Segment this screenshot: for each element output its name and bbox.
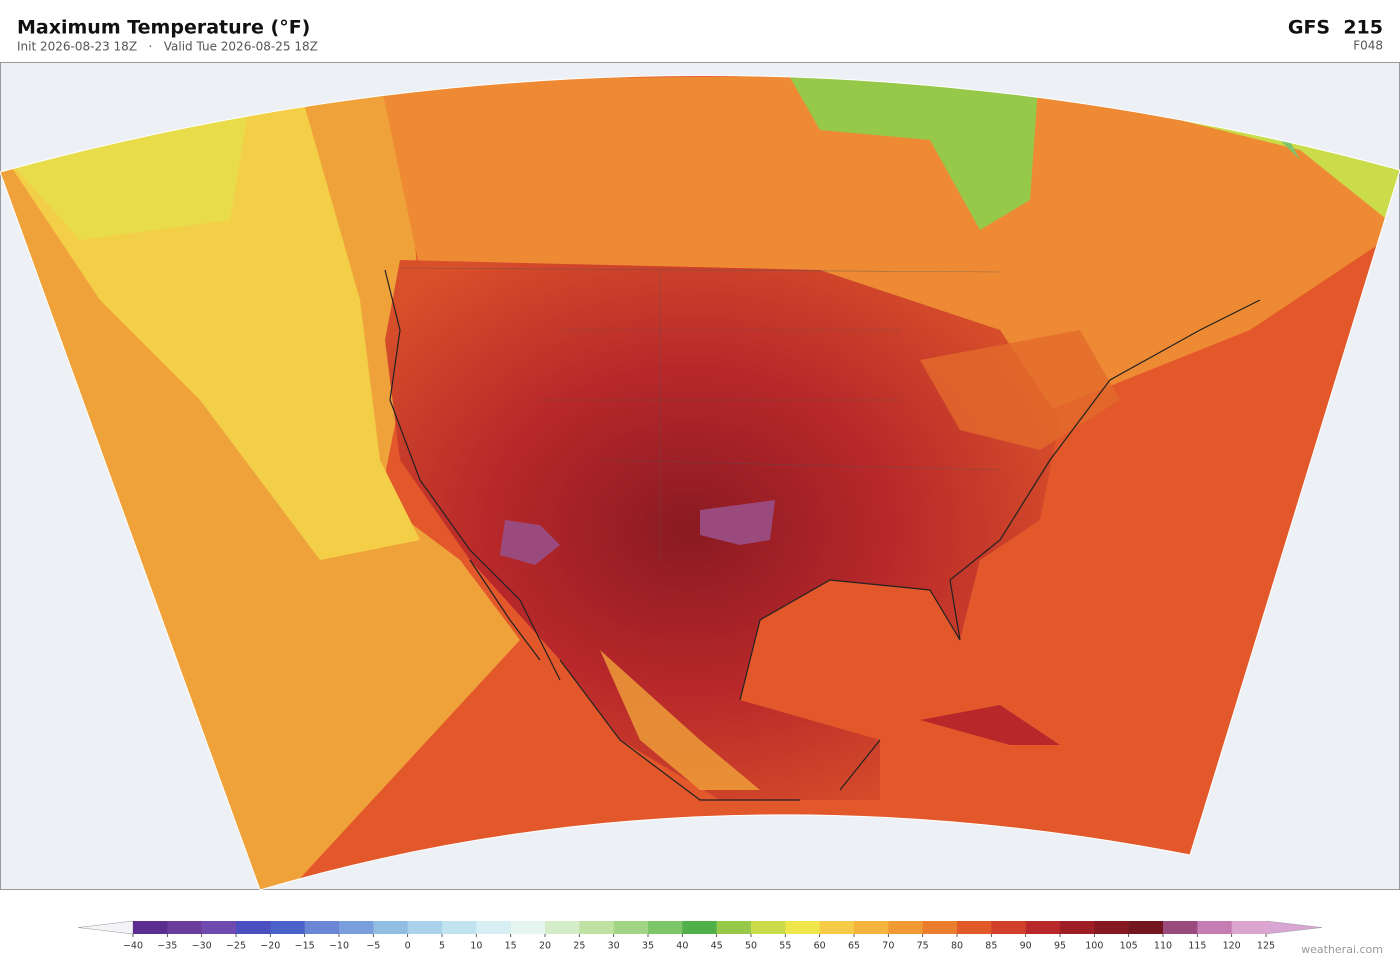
colorbar-under bbox=[77, 920, 134, 935]
colorbar-segment bbox=[442, 921, 477, 934]
colorbar-segment bbox=[922, 921, 958, 934]
colorbar-segment bbox=[751, 921, 786, 934]
colorbar-tick-label: 40 bbox=[676, 941, 688, 952]
colorbar-segment bbox=[1060, 921, 1095, 934]
colorbar-segment bbox=[304, 921, 340, 934]
colorbar-tick-label: 120 bbox=[1223, 941, 1241, 952]
colorbar-tick-label: −30 bbox=[192, 941, 212, 952]
colorbar-tick-label: 75 bbox=[917, 941, 929, 952]
title: Maximum Temperature (°F) bbox=[17, 17, 310, 39]
colorbar-segment bbox=[957, 921, 992, 934]
model: GFS 215 bbox=[1288, 17, 1383, 39]
colorbar-segment bbox=[579, 921, 615, 934]
colorbar-tick-label: 45 bbox=[711, 941, 723, 952]
colorbar-tick-label: 125 bbox=[1257, 941, 1275, 952]
colorbar-tick-label: −35 bbox=[157, 941, 177, 952]
colorbar-segment bbox=[133, 921, 168, 934]
colorbar-tick-label: 115 bbox=[1188, 941, 1206, 952]
colorbar-tick-label: 105 bbox=[1120, 941, 1138, 952]
colorbar-segment bbox=[236, 921, 271, 934]
colorbar-segment bbox=[373, 921, 409, 934]
colorbar-segment bbox=[1025, 921, 1061, 934]
colorbar-segment bbox=[339, 921, 374, 934]
colorbar-tick-label: −15 bbox=[295, 941, 315, 952]
colorbar-tick-label: 110 bbox=[1154, 941, 1172, 952]
colorbar-segment bbox=[991, 921, 1027, 934]
colorbar-tick-label: 90 bbox=[1020, 941, 1032, 952]
colorbar-segment bbox=[1231, 921, 1267, 934]
colorbar-tick-label: 5 bbox=[439, 941, 445, 952]
colorbar-tick-label: 70 bbox=[882, 941, 894, 952]
colorbar-tick-label: 0 bbox=[405, 941, 411, 952]
colorbar-tick-label: 95 bbox=[1054, 941, 1066, 952]
colorbar-tick-label: 55 bbox=[779, 941, 791, 952]
colorbar-tick-label: 80 bbox=[951, 941, 963, 952]
colorbar-segment bbox=[201, 921, 237, 934]
colorbar-segment bbox=[613, 921, 649, 934]
colorbar-segment bbox=[888, 921, 924, 934]
colorbar-segment bbox=[510, 921, 546, 934]
colorbar-segment bbox=[407, 921, 443, 934]
colorbar-tick-label: −20 bbox=[260, 941, 280, 952]
colorbar-tick-label: 35 bbox=[642, 941, 654, 952]
colorbar-segment bbox=[854, 921, 889, 934]
colorbar-segment bbox=[648, 921, 683, 934]
colorbar-segment bbox=[545, 921, 580, 934]
colorbar-segment bbox=[716, 921, 752, 934]
colorbar-tick-label: −25 bbox=[226, 941, 246, 952]
watermark: weatherai.com bbox=[1301, 943, 1383, 956]
colorbar-tick-label: 50 bbox=[745, 941, 757, 952]
forecast-hour: F048 bbox=[1353, 39, 1383, 53]
colorbar-segment bbox=[1163, 921, 1198, 934]
colorbar-tick-label: −40 bbox=[123, 941, 143, 952]
colorbar-tick-label: 100 bbox=[1085, 941, 1103, 952]
colorbar-segment bbox=[1128, 921, 1164, 934]
colorbar-segment bbox=[270, 921, 306, 934]
colorbar-segment bbox=[682, 921, 718, 934]
colorbar-tick-label: 25 bbox=[573, 941, 585, 952]
colorbar-tick-label: 10 bbox=[470, 941, 482, 952]
colorbar: −40 −35 −30 −25 −20 −15 −10 −5 0 5 10 15 20 25 30 35 40 4… bbox=[77, 920, 1323, 952]
subtitle: Init 2026-08-23 18Z · Valid Tue 2026-08-… bbox=[17, 40, 318, 54]
colorbar-tick-label: 65 bbox=[848, 941, 860, 952]
colorbar-tick-label: 20 bbox=[539, 941, 551, 952]
colorbar-segment bbox=[476, 921, 512, 934]
colorbar-tick-label: −5 bbox=[366, 941, 380, 952]
colorbar-tick-label: 15 bbox=[505, 941, 517, 952]
colorbar-tick-label: −10 bbox=[329, 941, 349, 952]
colorbar-tick-label: 60 bbox=[814, 941, 826, 952]
colorbar-segment bbox=[167, 921, 203, 934]
colorbar-segment bbox=[1094, 921, 1130, 934]
colorbar-segment bbox=[1197, 921, 1233, 934]
map bbox=[0, 62, 1400, 891]
colorbar-segment bbox=[785, 921, 821, 934]
colorbar-tick-label: 30 bbox=[608, 941, 620, 952]
colorbar-tick-label: 85 bbox=[985, 941, 997, 952]
colorbar-over bbox=[1265, 920, 1323, 935]
colorbar-segment bbox=[819, 921, 855, 934]
